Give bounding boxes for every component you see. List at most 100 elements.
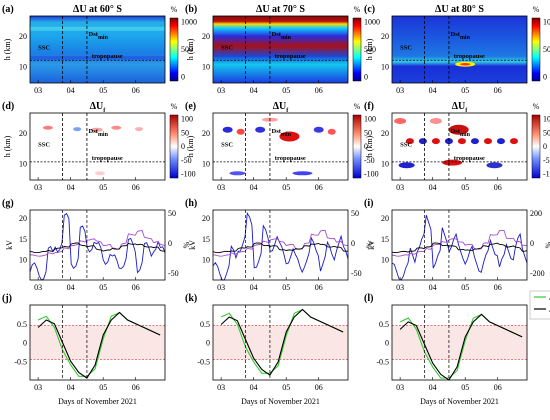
delta-e-line [212,211,349,281]
y-tick-kv: 10 [19,255,27,264]
x-axis-label: Days of November 2021 [58,397,137,406]
dst-label-sub: min [281,132,292,138]
y-tick-pct: -200 [530,269,545,278]
y-axis-label-h: h (km) [186,38,195,60]
heatmap-blob [405,138,414,145]
y-axis-label-pct: % [544,241,550,248]
colorbar [169,114,179,179]
y-tick-kv: 20 [202,214,210,223]
heatmap-blob [134,127,143,132]
heatmap-blob [73,127,82,132]
colorbar-unit: % [171,102,178,111]
colorbar-tick: 100 [181,115,193,124]
colorbar-tick: 0 [543,142,547,151]
heatmap-field [392,113,527,180]
heatmap-blob [279,131,300,142]
ssc-label: SSC [38,45,50,52]
x-tick-label: 03 [217,86,225,95]
x-tick-label: 05 [282,86,290,95]
x-tick-label: 03 [396,383,404,392]
mean-duf-line [391,242,528,254]
y-axis-label-h: h (km) [3,135,12,157]
dst-label: Dstmin [451,128,471,138]
colorbar-tick: 1000 [364,18,380,27]
y-tick-cc: -0.5 [376,357,389,366]
y-tick-kv: 10 [202,255,210,264]
x-tick-label: 06 [494,283,502,292]
y-axis-label-kv: kV [367,240,376,250]
panel-label-g: (g) [2,198,14,209]
colorbar-tick: 0 [181,73,185,82]
x-tick-label: 05 [461,183,469,192]
heatmap-blob [460,62,471,66]
y-tick-pct: -50 [168,269,179,278]
y-tick-cc: 0 [23,339,27,348]
dst-label: Dstmin [451,31,471,41]
mean-du-line [29,229,166,257]
heatmap-blob [431,138,440,145]
legend-box [529,290,550,320]
y-tick: 10 [381,62,389,71]
axes-frame [391,209,528,281]
panel-label-f: (f) [364,101,374,112]
panel-c: (c) ΔU at 80° S h (km) 10 20 tropopause SSC Dst… [364,4,550,95]
colorbar-tick: -100 [364,170,379,179]
colorbar-tick: -100 [543,170,550,179]
y-tick: 10 [19,159,27,168]
dst-label-sub: min [281,35,292,41]
y-tick-cc: 0 [206,339,210,348]
x-axis-label: Days of November 2021 [241,397,320,406]
heatmap-blob [457,138,466,145]
colorbar-tick: 50 [543,128,550,137]
y-tick: 10 [381,159,389,168]
colorbar-tick: 0 [543,73,547,82]
confidence-band [30,325,165,360]
dst-label: Dstmin [89,128,109,138]
y-tick-cc: -0.5 [197,357,210,366]
y-tick-kv: 15 [19,235,27,244]
colorbar-tick: -50 [181,156,192,165]
axes-frame [212,15,349,84]
axes-frame [212,209,349,281]
x-tick-label: 06 [132,383,140,392]
panel-k: (k) 0 0.5 -0.5 Days of November 2021 03 04 05 06 [185,293,349,406]
panel-d: (d) ΔUf h (km) 10 20 tropopause SSC Dstmin%100 5… [2,101,196,192]
panel-label-i: (i) [364,198,373,209]
dst-label: Dstmin [272,31,292,41]
tropopause-label: tropopause [454,155,485,162]
x-tick-label: 05 [461,283,469,292]
ssc-label: SSC [400,142,412,149]
panel-h: (h) kV 10 15 20% 50 0 -50 03 04 05 06 [185,198,374,292]
y-tick-kv: 15 [381,235,389,244]
y-axis-label-h: h (km) [365,38,374,60]
y-tick-kv: 10 [381,255,389,264]
colorbar-tick: 100 [543,115,550,124]
colorbar-unit: % [171,5,178,14]
x-tick-label: 06 [315,183,323,192]
y-tick-pct: 50 [168,209,176,218]
panel-title-sub: f [465,108,468,114]
x-tick-label: 03 [217,383,225,392]
colorbar-tick: 1000 [543,18,550,27]
mean-duf-line [212,242,349,254]
heatmap-field [213,113,348,180]
colorbar-tick: 500 [543,45,550,54]
y-axis-label-pct: % [182,241,191,248]
y-tick-cc: -0.5 [14,357,27,366]
dst-label: Dstmin [89,31,109,41]
axes-frame [391,15,528,84]
colorbar-unit: % [533,5,540,14]
y-tick-pct: 0 [530,239,534,248]
y-tick-pct: 0 [168,239,172,248]
x-tick-label: 03 [34,283,42,292]
x-tick-label: 03 [396,183,404,192]
confidence-band [392,325,527,360]
corr-duf-line [399,313,523,381]
colorbar [169,17,179,82]
panel-label-b: (b) [185,4,197,15]
panel-title-sub: f [103,108,106,114]
y-tick-kv: 20 [19,214,27,223]
x-tick-label: 06 [494,183,502,192]
colorbar-tick: 0 [364,142,368,151]
x-tick-label: 05 [461,383,469,392]
